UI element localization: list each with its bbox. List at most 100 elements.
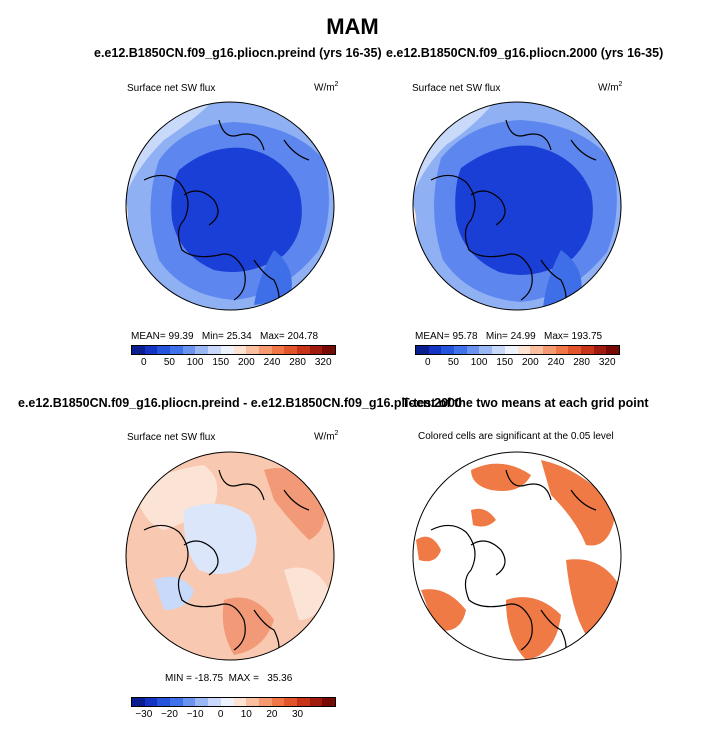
panel-a-min-label: Min=	[201, 331, 224, 342]
colorbar-swatch	[454, 346, 467, 354]
panel-b-units-base: W/m	[598, 82, 619, 94]
colorbar-swatch	[322, 698, 335, 706]
colorbar-swatch	[296, 698, 310, 706]
panel-a-variable: Surface net SW flux	[127, 83, 216, 94]
panel-c-colorbar-ticks: −30 −20 −10 0 10 20 30	[131, 707, 336, 721]
panel-d-sig-region-e	[541, 460, 616, 546]
panel-c-salmon-area-lower	[222, 597, 274, 655]
colorbar-tick-label: 280	[289, 357, 306, 368]
panel-d-map	[412, 451, 622, 661]
colorbar-swatch	[593, 346, 607, 354]
colorbar-tick-label: 0	[425, 357, 431, 368]
colorbar-swatch	[220, 346, 234, 354]
panel-c-variable: Surface net SW flux	[127, 432, 216, 443]
panel-b-max-value: 193.75	[571, 331, 603, 342]
colorbar-swatch	[580, 346, 594, 354]
colorbar-swatch	[157, 346, 171, 354]
panel-b-stats: MEAN= 95.78 Min= 24.99 Max= 193.75	[415, 331, 602, 342]
colorbar-swatch	[416, 346, 429, 354]
panel-a-deep-blue-core	[171, 147, 302, 273]
panel-c-units-exp: 2	[334, 430, 339, 437]
colorbar-tick-label: 240	[547, 357, 565, 368]
colorbar-swatch	[466, 346, 480, 354]
colorbar-swatch	[271, 346, 285, 354]
colorbar-swatch	[170, 698, 183, 706]
colorbar-swatch	[132, 698, 145, 706]
colorbar-tick-label: 10	[240, 709, 252, 720]
panel-d-title: T-test of the two means at each grid poi…	[402, 396, 649, 410]
colorbar-swatch	[233, 346, 247, 354]
panel-a-colorbar-ticks: 0 50 100 150 200 240 280 320	[131, 355, 336, 369]
colorbar-tick-label: −10	[186, 709, 204, 720]
colorbar-swatch	[132, 346, 145, 354]
panel-a-mean-label: MEAN=	[131, 331, 166, 342]
panel-a-coast	[143, 119, 310, 310]
panel-c-pale-blue-area	[183, 503, 257, 574]
panel-c-colorbar-swatches	[131, 697, 336, 707]
colorbar-tick-label: 200	[521, 357, 539, 368]
colorbar-swatch	[258, 698, 272, 706]
colorbar-swatch	[441, 346, 455, 354]
colorbar-tick-label: −30	[135, 709, 153, 720]
panel-a-max-label: Max=	[260, 331, 285, 342]
colorbar-swatch	[157, 698, 171, 706]
colorbar-swatch	[309, 346, 323, 354]
panel-d-sig-region-sw	[421, 589, 466, 631]
panel-b-mean-label: MEAN=	[415, 331, 450, 342]
panel-b-case-title: e.e12.B1850CN.f09_g16.pliocn.2000 (yrs 1…	[386, 46, 664, 60]
panel-a-units-exp: 2	[334, 81, 339, 88]
panel-d-sig-region-ne	[471, 463, 531, 491]
colorbar-swatch	[182, 698, 196, 706]
colorbar-swatch	[504, 346, 518, 354]
colorbar-tick-label: 0	[141, 357, 147, 368]
panel-d-sig-region-center	[471, 508, 496, 527]
colorbar-swatch	[517, 346, 531, 354]
colorbar-swatch	[271, 698, 285, 706]
panel-a-mean-value: 99.39	[168, 331, 194, 342]
panel-a-stats: MEAN= 99.39 Min= 25.34 Max= 204.78	[131, 331, 318, 342]
colorbar-swatch	[195, 698, 209, 706]
panel-b-mean-value: 95.78	[452, 331, 478, 342]
panel-a-colorbar: 0 50 100 150 200 240 280 320	[131, 345, 336, 369]
panel-d-sig-region-s	[506, 597, 561, 660]
colorbar-tick-label: 30	[292, 709, 304, 720]
colorbar-tick-label: 0	[217, 709, 224, 720]
colorbar-tick-label: 50	[163, 357, 175, 368]
colorbar-swatch	[606, 346, 619, 354]
colorbar-swatch	[258, 346, 272, 354]
panel-c-colorbar: −30 −20 −10 0 10 20 30	[131, 697, 336, 721]
colorbar-tick-label: 240	[263, 357, 281, 368]
panel-b-units-exp: 2	[618, 81, 623, 88]
colorbar-swatch	[492, 346, 505, 354]
panel-c-units: W/m2	[314, 430, 338, 442]
colorbar-swatch	[233, 698, 247, 706]
colorbar-swatch	[208, 698, 221, 706]
colorbar-swatch	[220, 698, 234, 706]
colorbar-tick-label: 150	[496, 357, 514, 368]
panel-c-units-base: W/m	[314, 431, 335, 443]
colorbar-tick-label: −20	[160, 709, 178, 720]
colorbar-tick-label: 200	[237, 357, 255, 368]
colorbar-tick-label: 280	[573, 357, 590, 368]
panel-b-max-label: Max=	[544, 331, 569, 342]
panel-c-case-title: e.e12.B1850CN.f09_g16.pliocn.preind - e.…	[18, 396, 462, 410]
panel-a-units: W/m2	[314, 81, 338, 93]
colorbar-tick-label: 320	[314, 357, 332, 368]
colorbar-swatch	[246, 698, 259, 706]
colorbar-swatch	[208, 346, 221, 354]
panel-b-min-value: 24.99	[510, 331, 536, 342]
colorbar-tick-label: 320	[598, 357, 616, 368]
colorbar-swatch	[284, 698, 297, 706]
panel-c-coast	[143, 469, 310, 660]
colorbar-swatch	[170, 346, 183, 354]
colorbar-tick-label: 100	[186, 357, 204, 368]
colorbar-swatch	[144, 698, 158, 706]
colorbar-tick-label: 150	[212, 357, 230, 368]
panel-b-map	[412, 101, 622, 311]
panel-b-colorbar-ticks: 0 50 100 150 200 240 280 320	[415, 355, 620, 369]
colorbar-swatch	[246, 346, 259, 354]
colorbar-swatch	[568, 346, 581, 354]
panel-b-colorbar: 0 50 100 150 200 240 280 320	[415, 345, 620, 369]
colorbar-tick-label: 100	[470, 357, 488, 368]
colorbar-swatch	[284, 346, 297, 354]
